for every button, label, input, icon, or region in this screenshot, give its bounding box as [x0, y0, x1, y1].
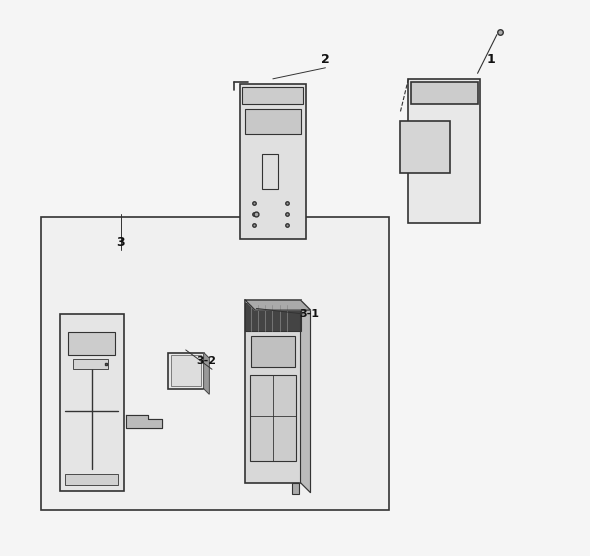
Polygon shape	[245, 300, 310, 310]
Bar	[60, 314, 123, 491]
Text: 2: 2	[321, 53, 330, 66]
Bar	[245, 303, 300, 331]
Polygon shape	[300, 300, 310, 493]
Bar	[41, 217, 389, 510]
Bar	[240, 85, 306, 239]
Text: 3: 3	[116, 236, 125, 249]
Polygon shape	[126, 415, 162, 428]
Bar	[400, 121, 450, 173]
Bar	[245, 110, 300, 134]
Bar	[168, 353, 204, 389]
Bar	[408, 79, 480, 222]
Bar	[245, 300, 300, 483]
Text: 3-2: 3-2	[196, 356, 217, 366]
Bar	[262, 153, 278, 190]
Polygon shape	[204, 353, 209, 394]
Bar	[411, 82, 477, 104]
Text: 3-1: 3-1	[299, 309, 319, 319]
Bar	[73, 359, 107, 369]
Bar	[251, 336, 295, 366]
Bar	[250, 375, 296, 460]
Bar	[171, 355, 201, 386]
Bar	[68, 332, 115, 355]
Bar	[65, 474, 118, 485]
Text: 1: 1	[487, 53, 496, 66]
Bar	[242, 87, 303, 104]
Bar	[292, 483, 299, 494]
